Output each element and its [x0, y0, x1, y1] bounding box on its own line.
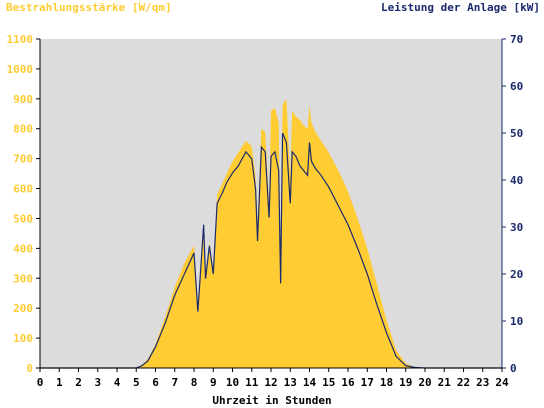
x-tick-label: 21 — [438, 376, 452, 389]
y-right-tick-label: 40 — [510, 174, 523, 187]
y-right-tick-label: 10 — [510, 315, 523, 328]
x-tick-label: 15 — [322, 376, 335, 389]
x-tick-label: 17 — [361, 376, 374, 389]
x-tick-label: 24 — [495, 376, 509, 389]
x-tick-label: 22 — [457, 376, 470, 389]
y-right-tick-label: 50 — [510, 127, 523, 140]
x-tick-label: 4 — [114, 376, 121, 389]
y-left-tick-label: 500 — [13, 212, 33, 225]
y-right-tick-label: 30 — [510, 221, 523, 234]
power-line — [40, 132, 502, 369]
y-left-tick-label: 300 — [13, 272, 33, 285]
y-left-tick-label: 1100 — [7, 33, 34, 46]
y-right-tick-label: 60 — [510, 80, 523, 93]
x-tick-label: 9 — [210, 376, 217, 389]
y-left-tick-label: 900 — [13, 93, 33, 106]
x-tick-label: 6 — [152, 376, 159, 389]
x-tick-label: 19 — [399, 376, 412, 389]
x-tick-label: 7 — [171, 376, 178, 389]
x-axis-label: Uhrzeit in Stunden — [212, 394, 332, 407]
x-tick-label: 12 — [264, 376, 277, 389]
x-tick-label: 18 — [380, 376, 393, 389]
y-left-tick-label: 700 — [13, 153, 33, 166]
x-tick-label: 3 — [94, 376, 101, 389]
x-tick-label: 10 — [226, 376, 239, 389]
x-tick-label: 8 — [191, 376, 198, 389]
left-axis-title: Bestrahlungsstärke [W/qm] — [6, 1, 172, 14]
y-right-tick-label: 70 — [510, 33, 523, 46]
x-tick-label: 13 — [284, 376, 297, 389]
x-tick-label: 14 — [303, 376, 317, 389]
y-left-tick-label: 100 — [13, 332, 33, 345]
y-left-tick-label: 600 — [13, 183, 33, 196]
x-tick-label: 5 — [133, 376, 140, 389]
x-tick-label: 23 — [476, 376, 489, 389]
x-tick-label: 11 — [245, 376, 259, 389]
y-left-tick-label: 800 — [13, 123, 33, 136]
x-tick-label: 20 — [418, 376, 431, 389]
y-left-tick-label: 400 — [13, 242, 33, 255]
y-left-tick-label: 1000 — [7, 63, 34, 76]
right-axis-title: Leistung der Anlage [kW] — [381, 1, 540, 14]
x-tick-label: 1 — [56, 376, 63, 389]
x-tick-label: 16 — [341, 376, 355, 389]
x-tick-label: 2 — [75, 376, 82, 389]
irradiance-area — [40, 98, 502, 368]
x-tick-label: 0 — [37, 376, 44, 389]
y-left-tick-label: 200 — [13, 302, 33, 315]
y-left-tick-label: 0 — [26, 362, 33, 375]
y-right-tick-label: 0 — [510, 362, 517, 375]
y-right-tick-label: 20 — [510, 268, 523, 281]
